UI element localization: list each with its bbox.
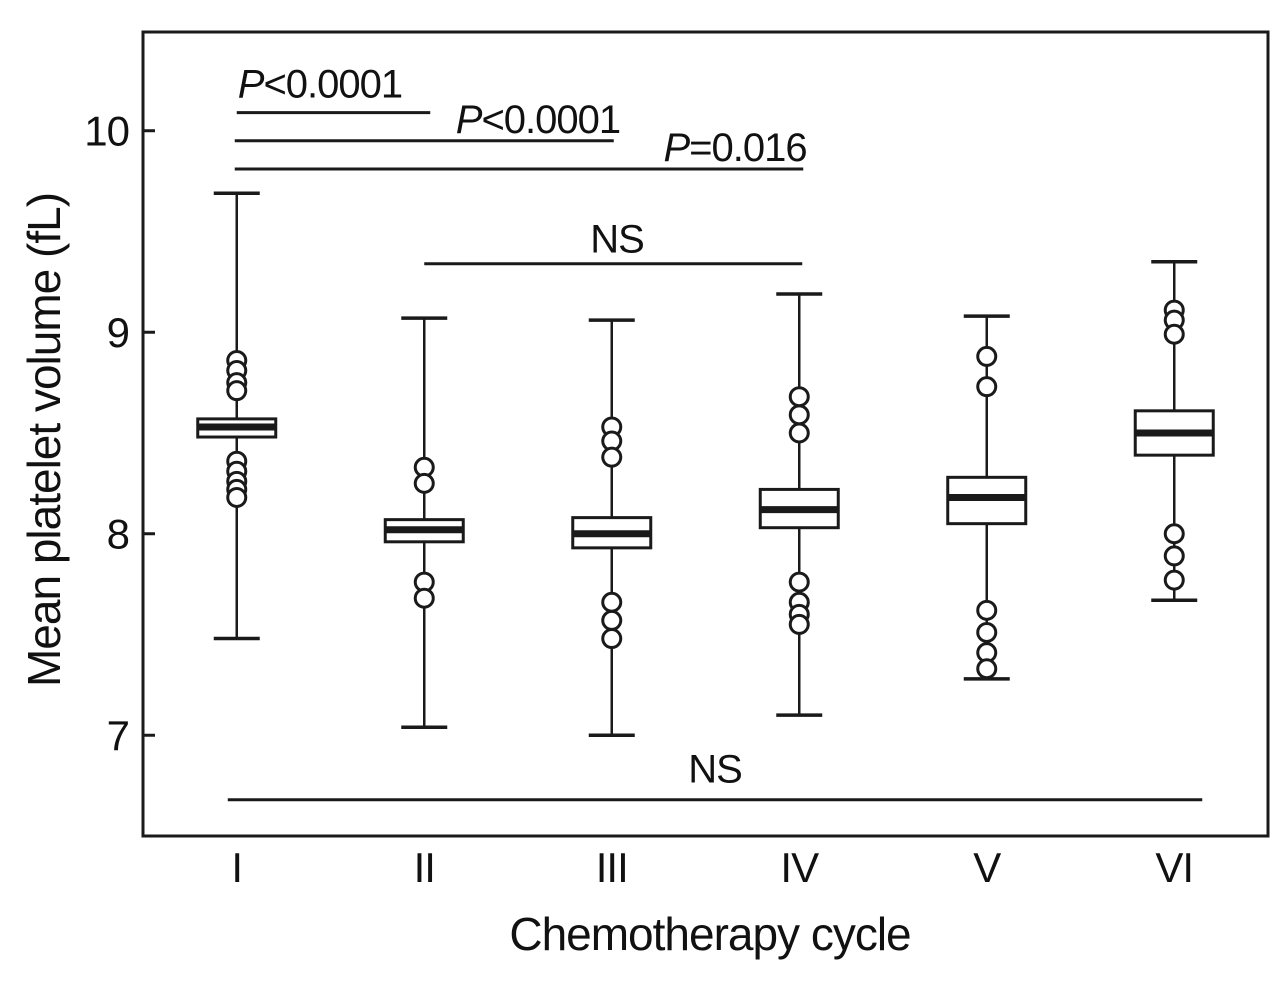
- plot-border: [141, 30, 1270, 838]
- y-axis: 7 8 9 10: [84, 108, 155, 759]
- outlier-point: [226, 380, 248, 402]
- x-category-label: V: [973, 844, 1001, 891]
- significance-label: NS: [590, 218, 644, 262]
- box-V: [946, 314, 1028, 681]
- outlier-point: [976, 658, 998, 680]
- y-tick-label: 7: [107, 712, 129, 759]
- x-category-label: II: [414, 844, 435, 891]
- y-axis-title: Mean platelet volume (fL): [18, 193, 70, 687]
- outlier-point: [413, 587, 435, 609]
- outlier-point: [413, 472, 435, 494]
- box-II: [383, 316, 465, 729]
- significance-label: P<0.0001: [238, 63, 402, 107]
- box-I: [196, 191, 278, 641]
- outlier-point: [788, 386, 810, 408]
- y-tick-label: 8: [107, 511, 129, 558]
- x-axis-title: Chemotherapy cycle: [509, 908, 910, 960]
- outlier-point: [601, 591, 623, 613]
- significance-label: NS: [688, 748, 742, 792]
- y-tick-label: 9: [107, 309, 129, 356]
- outlier-point: [601, 609, 623, 631]
- outlier-point: [788, 422, 810, 444]
- outlier-point: [1163, 569, 1185, 591]
- outlier-point: [226, 486, 248, 508]
- significance-label: P<0.0001: [456, 98, 620, 142]
- significance-label: P=0.016: [663, 126, 806, 170]
- outlier-point: [1163, 323, 1185, 345]
- outlier-point: [976, 599, 998, 621]
- outlier-point: [1163, 545, 1185, 567]
- box-VI: [1133, 259, 1215, 602]
- outlier-point: [601, 628, 623, 650]
- outlier-point: [976, 345, 998, 367]
- x-category-label: VI: [1155, 844, 1193, 891]
- x-axis: I II III IV V VI: [231, 844, 1194, 891]
- outlier-point: [976, 376, 998, 398]
- x-category-label: I: [231, 844, 242, 891]
- box-IV: [758, 292, 840, 717]
- outlier-point: [788, 571, 810, 593]
- outlier-point: [788, 613, 810, 635]
- annotations-layer: P<0.0001 P<0.0001 P=0.016 NS NS: [227, 63, 1203, 802]
- outlier-point: [788, 404, 810, 426]
- box-III: [571, 318, 653, 737]
- outlier-point: [601, 446, 623, 468]
- boxes-layer: [196, 191, 1215, 737]
- x-category-label: III: [596, 844, 628, 891]
- x-category-label: IV: [780, 844, 819, 891]
- outlier-point: [976, 621, 998, 643]
- y-tick-label: 10: [84, 108, 129, 155]
- outlier-point: [1163, 523, 1185, 545]
